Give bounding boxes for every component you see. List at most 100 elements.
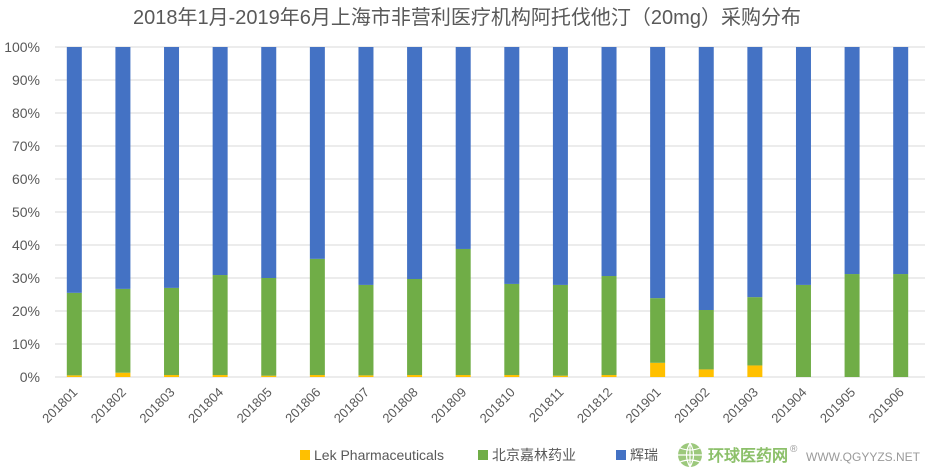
y-tick-label: 90% <box>12 72 40 88</box>
x-tick-label: 201901 <box>622 385 663 426</box>
bar-segment <box>455 248 471 376</box>
bar-segment <box>552 47 568 285</box>
bar-segment <box>601 276 617 376</box>
x-tick-label: 201903 <box>720 385 761 426</box>
y-tick-label: 100% <box>4 39 40 55</box>
legend-label: 辉瑞 <box>630 447 658 463</box>
bar-segment <box>844 274 860 377</box>
bar-segment <box>698 47 714 311</box>
bar-segment <box>309 258 325 376</box>
y-tick-label: 10% <box>12 336 40 352</box>
legend-label: Lek Pharmaceuticals <box>314 447 444 463</box>
watermark-name: 环球医药网 <box>708 446 788 465</box>
bar-segment <box>795 284 811 377</box>
watermark-registered: ® <box>790 444 798 455</box>
legend-swatch <box>478 450 488 460</box>
y-tick-label: 80% <box>12 105 40 121</box>
bar-segment <box>115 372 131 377</box>
x-tick-label: 201803 <box>136 385 177 426</box>
y-tick-label: 40% <box>12 237 40 253</box>
x-tick-label: 201801 <box>39 385 80 426</box>
legend-item: Lek Pharmaceuticals <box>300 447 444 463</box>
x-tick-label: 201811 <box>526 385 567 426</box>
legend-swatch <box>616 450 626 460</box>
bar-segment <box>698 310 714 370</box>
y-axis-ticks: 0% 10% 20% 30% 40% 50% 60% 70% 80% 90% 100% <box>4 39 40 385</box>
bar-segment <box>261 47 277 278</box>
bar-segment <box>747 47 763 298</box>
chart-title: 2018年1月-2019年6月上海市非营利医疗机构阿托伐他汀（20mg）采购分布 <box>133 6 801 29</box>
bar-segment <box>795 47 811 285</box>
x-tick-label: 201904 <box>768 385 809 426</box>
y-tick-label: 30% <box>12 270 40 286</box>
x-tick-label: 201812 <box>574 385 615 426</box>
bar-segment <box>407 47 423 279</box>
y-tick-label: 50% <box>12 204 40 220</box>
bar-segment <box>358 375 374 377</box>
bar-segment <box>407 375 423 377</box>
bar-segment <box>504 283 520 376</box>
bar-segment <box>358 284 374 376</box>
bars <box>66 47 909 377</box>
bar-segment <box>164 375 180 377</box>
x-tick-label: 201804 <box>185 385 226 426</box>
bar-segment <box>407 278 423 376</box>
bar-segment <box>893 47 909 275</box>
y-tick-label: 20% <box>12 303 40 319</box>
gridlines <box>55 46 925 378</box>
bar-segment <box>66 292 82 376</box>
bar-segment <box>504 375 520 377</box>
globe-icon <box>678 442 702 468</box>
legend: Lek Pharmaceuticals 北京嘉林药业 辉瑞 <box>300 447 658 463</box>
bar-segment <box>309 47 325 259</box>
bar-segment <box>261 278 277 376</box>
y-tick-label: 60% <box>12 171 40 187</box>
x-tick-label: 201802 <box>88 385 129 426</box>
y-tick-label: 70% <box>12 138 40 154</box>
x-tick-label: 201809 <box>428 385 469 426</box>
bar-segment <box>212 47 228 276</box>
legend-item: 北京嘉林药业 <box>478 447 576 463</box>
bar-segment <box>601 375 617 377</box>
bar-segment <box>164 47 180 288</box>
bar-segment <box>66 375 82 377</box>
bar-segment <box>698 369 714 377</box>
bar-segment <box>747 297 763 366</box>
bar-segment <box>115 288 131 373</box>
bar-segment <box>455 47 471 249</box>
bar-segment <box>212 275 228 376</box>
x-tick-label: 201906 <box>866 385 907 426</box>
legend-swatch <box>300 450 310 460</box>
bar-segment <box>844 47 860 275</box>
bar-segment <box>552 375 568 377</box>
bar-segment <box>650 298 666 363</box>
bar-segment <box>650 362 666 377</box>
bar-segment <box>358 47 374 285</box>
x-tick-label: 201905 <box>817 385 858 426</box>
bar-segment <box>504 47 520 284</box>
bar-segment <box>115 47 131 289</box>
bar-segment <box>455 375 471 377</box>
x-tick-label: 201805 <box>234 385 275 426</box>
y-tick-label: 0% <box>20 369 40 385</box>
x-tick-label: 201902 <box>671 385 712 426</box>
x-tick-label: 201810 <box>477 385 518 426</box>
watermark-url: WWW.QGYYZS.NET <box>806 450 921 464</box>
bar-segment <box>261 375 277 377</box>
legend-label: 北京嘉林药业 <box>492 447 576 463</box>
bar-segment <box>66 47 82 293</box>
bar-segment <box>212 375 228 377</box>
x-tick-label: 201806 <box>282 385 323 426</box>
bar-segment <box>164 287 180 376</box>
bar-segment <box>601 47 617 277</box>
watermark: 环球医药网 ® WWW.QGYYZS.NET <box>678 442 921 468</box>
bar-segment <box>650 47 666 299</box>
x-tick-label: 201807 <box>331 385 372 426</box>
bar-segment <box>893 274 909 377</box>
x-tick-label: 201808 <box>379 385 420 426</box>
bar-segment <box>747 365 763 377</box>
bar-segment <box>552 284 568 376</box>
legend-item: 辉瑞 <box>616 447 658 463</box>
bar-segment <box>309 375 325 377</box>
